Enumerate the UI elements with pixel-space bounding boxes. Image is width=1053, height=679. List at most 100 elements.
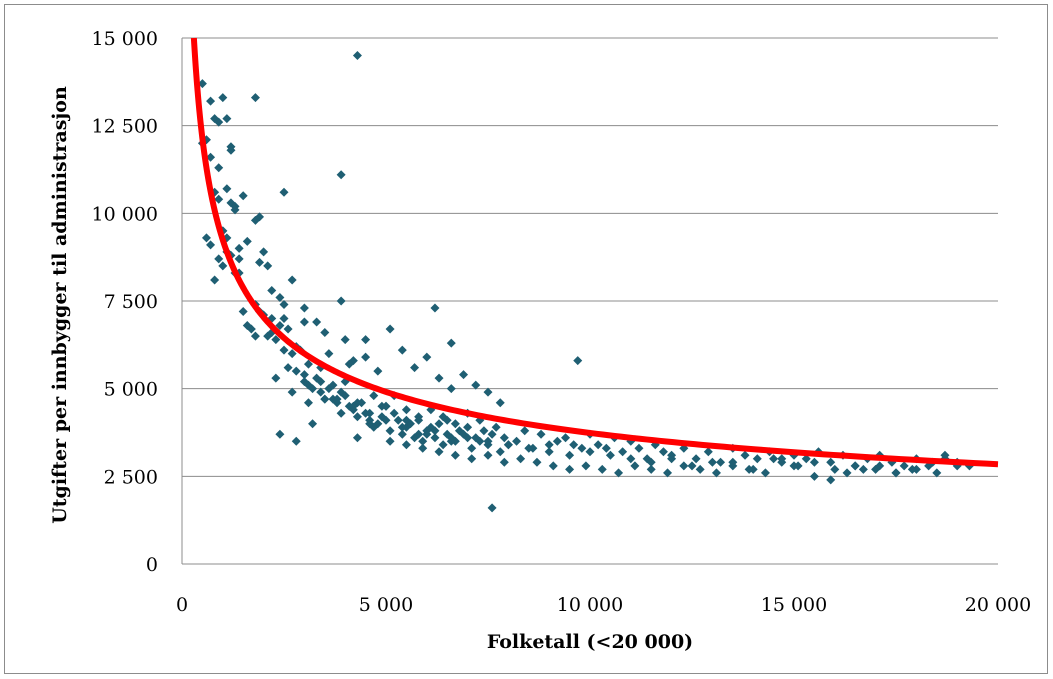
data-point (250, 331, 260, 341)
data-point (275, 292, 285, 302)
data-point (728, 457, 738, 467)
data-point (214, 194, 224, 204)
data-point (483, 436, 493, 446)
data-point (263, 261, 273, 271)
y-tick-label: 15 000 (92, 28, 158, 50)
data-point (422, 426, 432, 436)
data-point (634, 443, 644, 453)
data-point (434, 419, 444, 429)
y-tick-label: 5 000 (104, 379, 158, 401)
data-point (597, 464, 607, 474)
data-point (397, 345, 407, 355)
data-point (336, 296, 346, 306)
data-point (932, 468, 942, 478)
data-point (308, 419, 318, 429)
data-point (299, 370, 309, 380)
data-point (691, 454, 701, 464)
gridlines (181, 37, 998, 565)
data-point (605, 450, 615, 460)
data-point (561, 433, 571, 443)
data-point (267, 285, 277, 295)
data-point (471, 380, 481, 390)
data-point (663, 468, 673, 478)
data-point (601, 443, 611, 453)
data-point (581, 461, 591, 471)
data-point (850, 461, 860, 471)
data-point (438, 412, 448, 422)
y-axis-title: Utgifter per innbygger til administrasjo… (49, 86, 71, 524)
data-point (250, 93, 260, 103)
data-point (308, 384, 318, 394)
data-point (707, 457, 717, 467)
data-point (630, 461, 640, 471)
data-point (352, 433, 362, 443)
data-point (287, 275, 297, 285)
data-point (769, 454, 779, 464)
data-point (255, 257, 265, 267)
x-tick-label: 20 000 (965, 594, 1031, 616)
data-point (373, 366, 383, 376)
data-point (287, 349, 297, 359)
data-point (340, 335, 350, 345)
data-point (279, 345, 289, 355)
data-point (299, 377, 309, 387)
data-point (410, 363, 420, 373)
data-point (206, 152, 216, 162)
data-point (585, 447, 595, 457)
data-point (740, 450, 750, 460)
data-point (275, 321, 285, 331)
data-point (483, 387, 493, 397)
data-point (320, 328, 330, 338)
data-point (826, 457, 836, 467)
data-point (222, 184, 232, 194)
data-point (271, 373, 281, 383)
data-point (393, 415, 403, 425)
data-point (344, 359, 354, 369)
data-point (614, 468, 624, 478)
data-point (516, 454, 526, 464)
x-tick-label: 10 000 (557, 594, 623, 616)
data-point (279, 314, 289, 324)
data-point (491, 422, 501, 432)
data-point (324, 349, 334, 359)
data-point (544, 440, 554, 450)
data-point (279, 300, 289, 310)
data-point (271, 335, 281, 345)
data-point (809, 457, 819, 467)
data-point (206, 240, 216, 250)
data-point (291, 436, 301, 446)
data-point (279, 187, 289, 197)
data-point (246, 324, 256, 334)
data-point (438, 440, 448, 450)
data-point (430, 433, 440, 443)
data-point (716, 457, 726, 467)
data-point (316, 377, 326, 387)
data-point (320, 394, 330, 404)
data-point (291, 366, 301, 376)
data-point (658, 447, 668, 457)
data-point (283, 324, 293, 334)
data-point (899, 461, 909, 471)
data-point (483, 450, 493, 460)
data-point (316, 387, 326, 397)
data-point (234, 254, 244, 264)
data-point (348, 401, 358, 411)
data-point (414, 415, 424, 425)
data-point (238, 191, 248, 201)
data-point (830, 464, 840, 474)
data-point (487, 429, 497, 439)
data-point (646, 457, 656, 467)
data-point (495, 447, 505, 457)
data-point (752, 454, 762, 464)
data-point (299, 317, 309, 327)
data-point (450, 419, 460, 429)
trendline (190, 37, 999, 468)
data-point (214, 117, 224, 127)
data-point (667, 454, 677, 464)
data-point (826, 475, 836, 485)
data-point (242, 236, 252, 246)
data-point (418, 436, 428, 446)
data-point (230, 205, 240, 215)
data-point (361, 352, 371, 362)
data-point (679, 461, 689, 471)
